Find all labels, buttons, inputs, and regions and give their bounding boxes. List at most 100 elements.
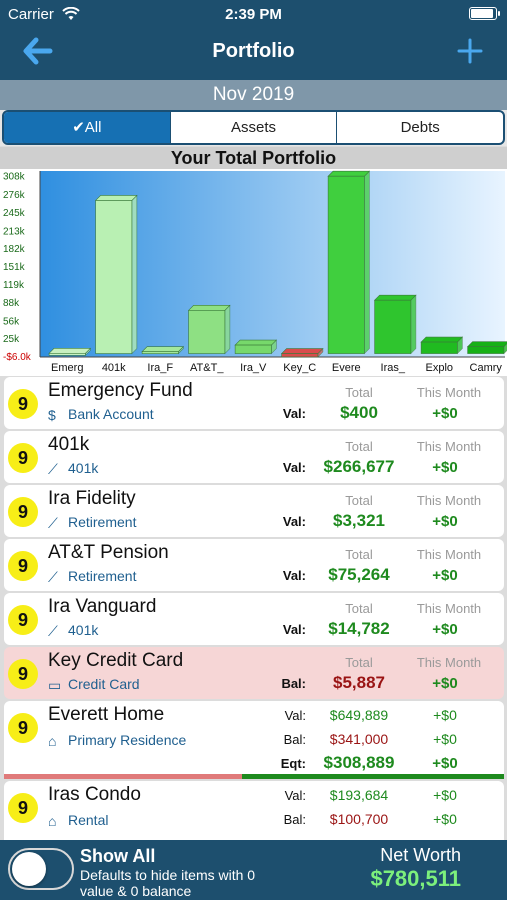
total-value: $75,264 (328, 565, 390, 584)
portfolio-item[interactable]: 9 Everett Home ⌂ Primary Residence Val: $649,… (4, 701, 504, 779)
item-name: Key Credit Card (48, 650, 184, 671)
value-label: Val: (282, 568, 306, 583)
x-tick-label: Key_C (283, 362, 316, 374)
row-label: Val: (284, 788, 306, 803)
bar-top (420, 336, 464, 343)
y-tick-label: 25k (3, 334, 20, 345)
y-tick-label: 88k (3, 298, 20, 309)
this-month-header: This Month (416, 655, 482, 670)
x-tick-label: Ira_V (240, 362, 267, 374)
top-bar: Carrier 2:39 PM Portfolio (0, 0, 507, 80)
total-header: Total (345, 601, 373, 616)
show-all-description: Defaults to hide items with 0 value & 0 … (80, 867, 256, 899)
bar (420, 341, 458, 354)
add-button[interactable] (455, 36, 485, 66)
equity-portion-bar (242, 774, 504, 779)
value-label: Val: (282, 622, 306, 637)
item-type: ⌂ Primary Residence (48, 732, 187, 749)
show-all-toggle[interactable] (8, 848, 74, 890)
bar (374, 299, 412, 354)
value-label: Val: (282, 460, 306, 475)
chart-line-icon: ⟋ (48, 515, 58, 531)
count-badge: 9 (8, 659, 38, 689)
item-name: Ira Fidelity (48, 488, 136, 509)
bar-side (224, 304, 231, 355)
x-tick-label: Iras_ (381, 362, 406, 374)
y-tick-label: 308k (3, 172, 26, 183)
show-all-label: Show All (80, 846, 156, 866)
x-tick-label: Camry (470, 362, 503, 374)
count-badge: 9 (8, 713, 38, 743)
bar-side (410, 294, 417, 355)
status-time: 2:39 PM (225, 6, 282, 23)
y-tick-label: 151k (3, 262, 26, 273)
bar-side (131, 194, 138, 355)
row-value: $649,889 (329, 707, 389, 723)
portfolio-item[interactable]: 9 Ira Vanguard ⟋ 401k Total This Month Val: $14… (4, 593, 504, 645)
portfolio-item[interactable]: 9 AT&T Pension ⟋ Retirement Total This Month V… (4, 539, 504, 591)
y-tick-label: 56k (3, 316, 20, 327)
portfolio-item[interactable]: 9 401k ⟋ 401k Total This Month Val: $266,677 +$0 (4, 431, 504, 483)
bar (327, 175, 365, 354)
item-name: Iras Condo (48, 784, 141, 805)
row-value: $100,700 (329, 811, 389, 827)
count-badge: 9 (8, 389, 38, 419)
chart-line-icon: ⟋ (48, 623, 58, 639)
x-tick-label: Emerg (51, 362, 83, 374)
value-label: Bal: (281, 676, 306, 691)
count-badge: 9 (8, 551, 38, 581)
bar-top (280, 348, 324, 354)
bar (234, 344, 272, 354)
month-change: +$0 (432, 459, 458, 476)
x-tick-label: Ira_F (147, 362, 173, 374)
filter-all-button[interactable]: ✔All (4, 112, 171, 143)
portfolio-item[interactable]: 9 Emergency Fund $ Bank Account Total This Mo… (4, 377, 504, 429)
bar (188, 310, 226, 354)
battery-icon (469, 7, 500, 20)
month-change: +$0 (432, 567, 458, 584)
portfolio-item[interactable]: 9 Key Credit Card ▭ Credit Card Total This Mo… (4, 647, 504, 699)
credit-card-icon: ▭ (48, 677, 62, 693)
back-button[interactable] (22, 36, 54, 66)
row-month-change: +$0 (433, 707, 457, 723)
row-value: $341,000 (329, 731, 389, 747)
bar-top (48, 348, 92, 354)
total-header: Total (345, 493, 373, 508)
portfolio-chart: 308k 276k 245k 213k 182k 151k 119k 88k 56k 25k -$6… (0, 169, 507, 376)
y-tick-label: 119k (3, 280, 25, 291)
bar-top (327, 170, 371, 177)
row-month-change: +$0 (433, 787, 457, 803)
filter-assets-button[interactable]: Assets (171, 112, 338, 143)
bar (48, 353, 86, 356)
item-type: $ Bank Account (48, 406, 154, 423)
debt-portion-bar (4, 774, 242, 779)
wifi-icon (62, 6, 80, 25)
row-value: $193,684 (329, 787, 389, 803)
total-header: Total (345, 547, 373, 562)
total-header: Total (345, 655, 373, 670)
portfolio-item[interactable]: 9 Ira Fidelity ⟋ Retirement Total This Month V… (4, 485, 504, 537)
row-month-change: +$0 (433, 731, 457, 747)
this-month-header: This Month (416, 601, 482, 616)
bar-side (364, 170, 370, 355)
item-name: AT&T Pension (48, 542, 169, 563)
bar-top (234, 339, 278, 346)
bar-top (94, 195, 138, 201)
item-name: 401k (48, 434, 90, 455)
month-selector[interactable]: Nov 2019 (0, 80, 507, 110)
month-change: +$0 (432, 621, 458, 638)
y-tick-label: -$6.0k (3, 352, 32, 363)
bar (467, 346, 505, 354)
row-label: Bal: (283, 732, 306, 747)
item-name: Emergency Fund (48, 380, 193, 401)
total-value: $266,677 (323, 457, 395, 476)
bar-top (373, 294, 417, 301)
this-month-header: This Month (416, 493, 482, 508)
total-value: $14,782 (328, 619, 390, 638)
portfolio-bar-chart: 308k 276k 245k 213k 182k 151k 119k 88k 56k 25k -$6… (3, 170, 507, 374)
filter-debts-button[interactable]: Debts (400, 119, 440, 136)
arrow-left-icon (23, 37, 53, 65)
portfolio-item[interactable]: 9 Iras Condo ⌂ Rental Val: $193,684 +$0 Bal: $10… (4, 781, 504, 840)
chart-line-icon: ⟋ (48, 569, 58, 585)
